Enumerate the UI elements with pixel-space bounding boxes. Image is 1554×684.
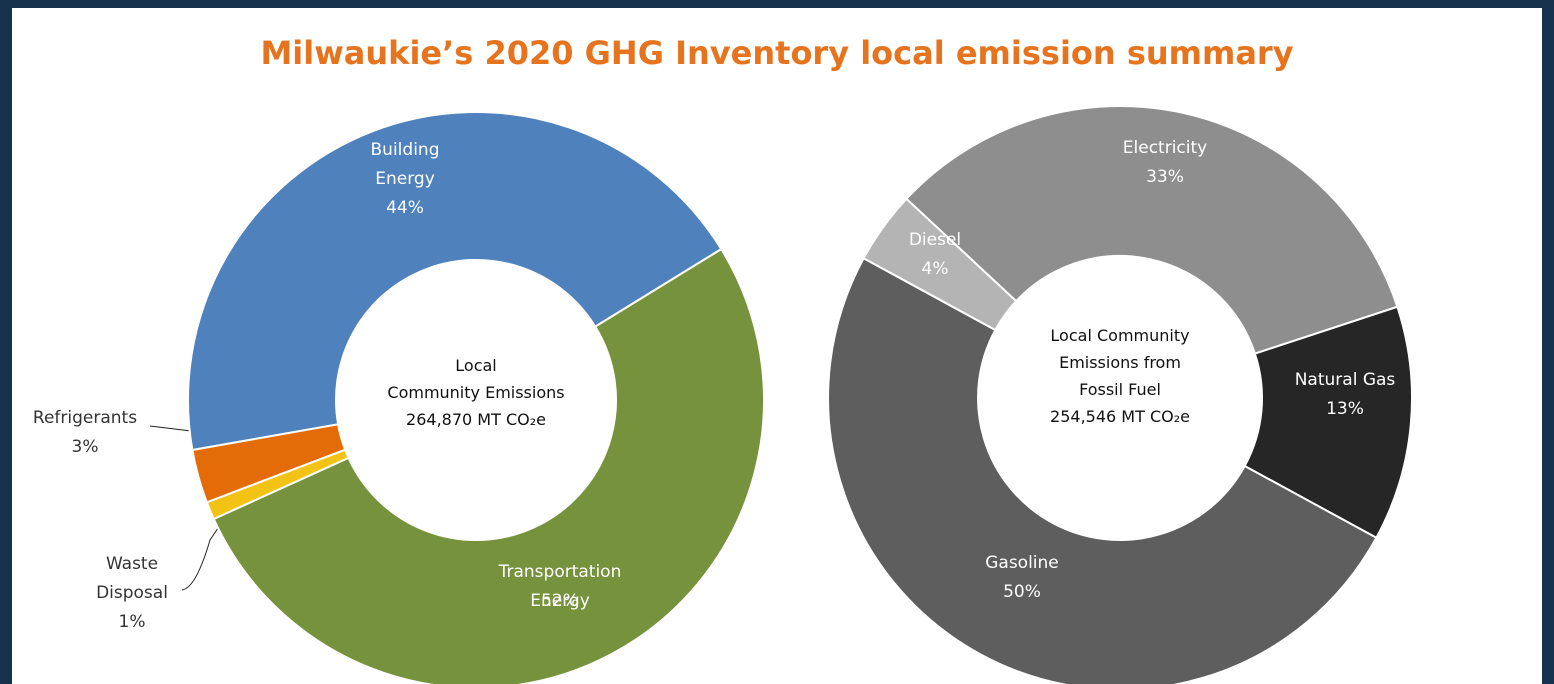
slice-label: Diesel [908,230,962,250]
center-text: Community Emissions [387,383,565,402]
center-text: 264,870 MT CO₂e [406,410,546,429]
leader-line [181,447,273,591]
slice-value-label: 33% [1146,167,1184,187]
slice-value-label: 4% [921,259,949,279]
donut-slice [191,423,347,504]
slice-value-label: 50% [1003,582,1041,602]
center-text: Fossil Fuel [1079,380,1161,399]
center-text: Local [455,356,497,375]
slice-label: Gasoline [985,553,1059,573]
donut-slice [827,256,1378,684]
center-text: Local Community [1050,326,1190,345]
donut-slice [1243,305,1413,540]
slice-label: Waste Disposal [96,554,168,603]
slice-label: Natural Gas [1294,370,1396,390]
slice-value-label: 52% [541,591,579,611]
donut-slice [905,105,1399,355]
slice-value-label: 1% [118,612,146,632]
slice-label: Electricity [1122,138,1208,158]
donut-slice [187,111,723,452]
slice-value-label: 44% [386,198,424,218]
donut-slice [212,247,765,684]
center-text: 254,546 MT CO₂e [1050,407,1190,426]
center-text: Emissions from [1059,353,1181,372]
slice-label: Building Energy [370,140,440,189]
title: Milwaukie’s 2020 GHG Inventory local emi… [260,34,1294,72]
slice-value-label: 3% [71,437,99,457]
donut-slice [862,197,1018,332]
slice-value-label: 13% [1326,399,1364,419]
slice-label: Refrigerants [32,408,138,428]
slice-label: Transportation Energy [498,562,622,611]
